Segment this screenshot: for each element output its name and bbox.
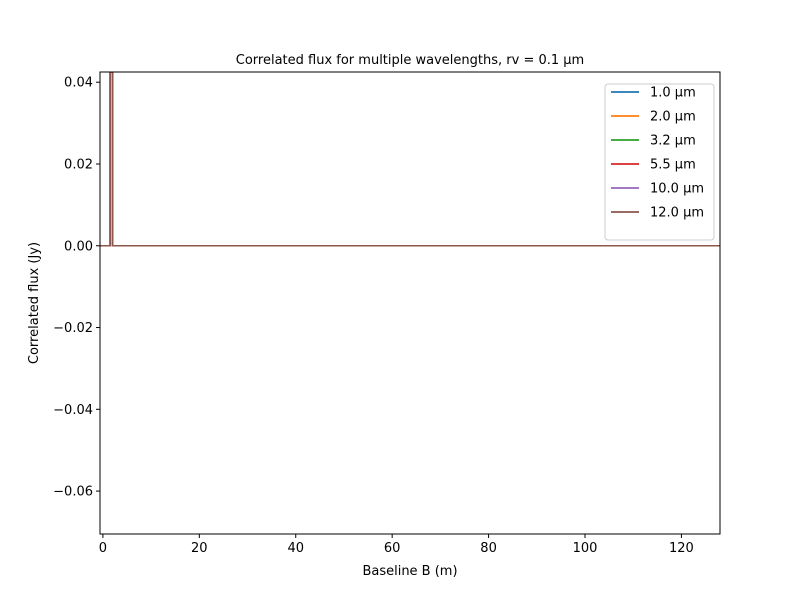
y-tick-label: 0.02	[64, 157, 93, 172]
x-axis-label: Baseline B (m)	[362, 564, 457, 579]
legend-label: 12.0 μm	[650, 206, 704, 221]
y-tick-label: 0.00	[64, 239, 93, 254]
legend-label: 1.0 μm	[650, 86, 696, 101]
x-tick-label: 120	[669, 541, 694, 556]
legend-label: 2.0 μm	[650, 110, 696, 125]
legend: 1.0 μm 2.0 μm 3.2 μm 5.5 μm 10.0 μm 12.0 μm	[604, 83, 715, 241]
plot-frame	[99, 71, 721, 535]
y-tick-label: −0.04	[53, 403, 93, 418]
x-tick-label: 80	[480, 541, 497, 556]
x-tick-label: 60	[384, 541, 401, 556]
legend-label: 3.2 μm	[650, 134, 696, 149]
x-tick-label: 40	[287, 541, 304, 556]
y-axis: −0.06 −0.04 −0.02 0.00 0.02 0.04	[53, 76, 100, 500]
y-tick-label: −0.02	[53, 321, 93, 336]
y-axis-label: Correlated flux (Jy)	[27, 242, 42, 364]
x-axis: 0 20 40 60 80 100 120	[99, 534, 694, 556]
y-tick-label: −0.06	[53, 485, 93, 500]
legend-box	[604, 83, 715, 241]
legend-label: 10.0 μm	[650, 182, 704, 197]
series-line-5	[100, 72, 720, 247]
legend-label: 5.5 μm	[650, 158, 696, 173]
series-layer	[100, 72, 720, 247]
x-tick-label: 20	[191, 541, 208, 556]
x-tick-label: 0	[99, 541, 107, 556]
x-tick-label: 100	[573, 541, 598, 556]
chart-title: Correlated flux for multiple wavelengths…	[236, 53, 584, 68]
y-tick-label: 0.04	[64, 76, 93, 91]
